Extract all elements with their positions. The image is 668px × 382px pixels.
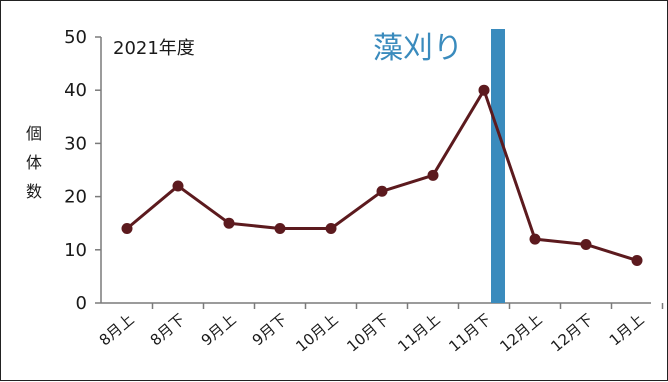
y-tick-label: 20: [64, 187, 87, 208]
series-line: [126, 88, 638, 262]
x-tick-label: 10月上: [292, 310, 341, 355]
x-tick-label: 9月上: [198, 310, 240, 349]
x-tick-label: 11月上: [394, 310, 443, 355]
y-tick-label: 50: [64, 27, 87, 48]
x-tick-label: 10月下: [343, 310, 392, 355]
y-tick-label: 0: [76, 293, 87, 314]
data-point: [580, 238, 592, 250]
axes: [95, 36, 664, 309]
y-axis-label-char: 数: [26, 182, 42, 201]
data-point: [274, 223, 286, 235]
y-tick-label: 40: [64, 80, 87, 101]
annotation-group: 藻刈り: [373, 29, 505, 303]
chart-title: 2021年度: [113, 38, 195, 59]
y-axis-label: 個体数: [26, 124, 42, 201]
data-point: [529, 233, 541, 245]
data-point: [223, 217, 235, 229]
data-point: [325, 223, 337, 235]
y-tick-label: 30: [64, 133, 87, 154]
x-tick-labels: 8月上 8月下 9月上 9月下 10月上 10月下 11月上 11月下 12月上 12月下 1月上: [96, 310, 648, 355]
data-point: [376, 185, 388, 197]
data-point: [631, 254, 643, 266]
series-line-group: [121, 84, 643, 266]
x-tick-label: 12月下: [547, 310, 596, 355]
annotation-label: 藻刈り: [373, 31, 463, 66]
y-axis-label-char: 個: [26, 124, 42, 143]
y-tick-labels: 0 10 20 30 40 50: [64, 27, 87, 314]
data-point: [121, 223, 133, 235]
x-tick-label: 8月上: [96, 310, 138, 349]
data-point: [427, 169, 439, 181]
annotation-bar: [491, 29, 505, 303]
x-tick-label: 9月下: [249, 310, 291, 349]
data-point: [478, 84, 490, 96]
y-tick-label: 10: [64, 240, 87, 261]
data-point: [172, 180, 184, 192]
x-tick-label: 8月下: [147, 310, 189, 349]
x-tick-label: 1月上: [606, 310, 648, 349]
x-tick-label: 11月下: [445, 310, 494, 355]
x-tick-label: 12月上: [496, 310, 545, 355]
y-axis-label-char: 体: [26, 153, 42, 172]
